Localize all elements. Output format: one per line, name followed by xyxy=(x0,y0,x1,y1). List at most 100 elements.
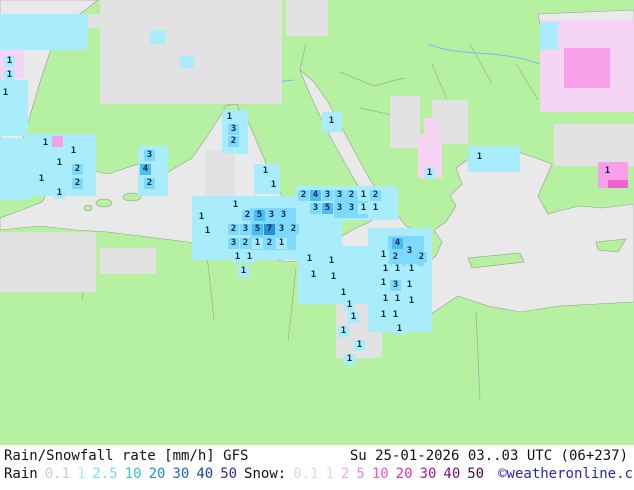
precip-cell: 3 xyxy=(310,203,321,214)
precip-cell: 1 xyxy=(392,264,403,275)
precip-cell: 4 xyxy=(392,238,403,249)
precip-cell: 1 xyxy=(378,278,389,289)
precip-cell: 1 xyxy=(244,252,255,263)
precip-cell: 1 xyxy=(268,180,279,191)
precip-cell: 1 xyxy=(358,203,369,214)
precip-cell: 1 xyxy=(54,158,65,169)
crete-island xyxy=(467,252,525,269)
precip-cell: 3 xyxy=(278,210,289,221)
precip-cell: 1 xyxy=(308,270,319,281)
rain-scale-value: 20 xyxy=(148,466,166,482)
precip-patch xyxy=(100,248,156,274)
snow-label: Snow: xyxy=(244,466,287,482)
precip-cell: 1 xyxy=(54,188,65,199)
precip-patch xyxy=(554,124,634,166)
precip-patch xyxy=(0,14,88,50)
precip-cell: 2 xyxy=(264,238,275,249)
precip-patch xyxy=(608,180,628,188)
precip-cell: 1 xyxy=(4,70,15,81)
rain-scale-value: 40 xyxy=(196,466,214,482)
precip-cell: 3 xyxy=(228,238,239,249)
precip-cell: 2 xyxy=(72,164,83,175)
precip-patch xyxy=(0,232,96,292)
snow-scale-value: 0.1 xyxy=(293,466,319,482)
precip-cell: 1 xyxy=(380,294,391,305)
precip-cell: 2 xyxy=(144,178,155,189)
precip-cell: 1 xyxy=(602,166,613,177)
snow-scale-value: 10 xyxy=(371,466,389,482)
snow-scale-value: 1 xyxy=(325,466,334,482)
precip-cell: 1 xyxy=(390,310,401,321)
precip-cell: 1 xyxy=(304,254,315,265)
precip-cell: 1 xyxy=(238,266,249,277)
legend-row-scales: Rain 0.1 1 2.5 10 20 30 40 50 Snow: 0.1 1 2 5 10 20 3… xyxy=(4,466,634,482)
precip-cell: 3 xyxy=(390,280,401,291)
precip-cell: 3 xyxy=(322,190,333,201)
precip-cell: 1 xyxy=(252,238,263,249)
precip-cell: 3 xyxy=(334,190,345,201)
precip-cell: 2 xyxy=(72,178,83,189)
precip-cell: 1 xyxy=(392,294,403,305)
precip-cell: 1 xyxy=(378,250,389,261)
precip-cell: 1 xyxy=(326,256,337,267)
precip-cell: 1 xyxy=(328,272,339,283)
precip-cell: 2 xyxy=(346,190,357,201)
precip-cell: 3 xyxy=(346,203,357,214)
precip-cell: 2 xyxy=(288,224,299,235)
precip-cell: 4 xyxy=(140,164,151,175)
precip-cell: 5 xyxy=(322,203,333,214)
precip-cell: 1 xyxy=(68,146,79,157)
precip-cell: 3 xyxy=(240,224,251,235)
rain-label: Rain xyxy=(4,466,38,482)
precip-patch xyxy=(424,118,438,136)
precip-cell: 1 xyxy=(260,166,271,177)
precip-cell: 3 xyxy=(228,124,239,135)
precip-cell: 1 xyxy=(202,226,213,237)
rain-scale-value: 1 xyxy=(77,466,86,482)
precip-cell: 2 xyxy=(228,224,239,235)
map-datetime: Su 25-01-2026 03..03 UTC (06+237) xyxy=(349,448,628,464)
precip-cell: 1 xyxy=(348,312,359,323)
precip-cell: 1 xyxy=(406,296,417,307)
snow-scale-value: 40 xyxy=(443,466,461,482)
rain-scale-value: 50 xyxy=(220,466,238,482)
precip-cell: 1 xyxy=(230,200,241,211)
precip-cell: 2 xyxy=(390,252,401,263)
rain-scale-value: 0.1 xyxy=(44,466,71,482)
rain-scale-value: 2.5 xyxy=(92,466,118,482)
precip-cell: 3 xyxy=(404,246,415,257)
danube-river xyxy=(427,43,541,65)
precip-cell: 1 xyxy=(404,280,415,291)
precip-cell: 1 xyxy=(232,252,243,263)
copyright-link[interactable]: ©weatheronline.co.uk xyxy=(498,466,634,482)
precip-patch xyxy=(0,138,30,200)
snow-scale: 0.1 1 2 5 10 20 30 40 50 xyxy=(293,466,484,482)
precip-cell: 4 xyxy=(310,190,321,201)
precip-cell: 1 xyxy=(380,264,391,275)
precip-cell: 1 xyxy=(474,152,485,163)
precip-cell: 1 xyxy=(0,88,11,99)
precip-cell: 5 xyxy=(252,224,263,235)
legend-row-top: Rain/Snowfall rate [mm/h] GFS Su 25-01-2… xyxy=(4,448,628,464)
ibiza-island xyxy=(83,204,93,212)
precip-cell: 1 xyxy=(344,354,355,365)
precip-cell: 3 xyxy=(266,210,277,221)
precip-cell: 1 xyxy=(326,116,337,127)
precip-cell: 2 xyxy=(298,190,309,201)
precip-cell: 2 xyxy=(228,136,239,147)
snow-scale-value: 5 xyxy=(356,466,365,482)
precip-cell: 1 xyxy=(40,138,51,149)
precip-cell: 1 xyxy=(224,112,235,123)
precip-cell: 2 xyxy=(240,238,251,249)
precip-cell: 7 xyxy=(264,224,275,235)
rain-scale: 0.1 1 2.5 10 20 30 40 50 xyxy=(45,466,237,482)
precip-cell: 1 xyxy=(276,238,287,249)
cyprus-island xyxy=(595,238,627,253)
precip-cell: 1 xyxy=(394,324,405,335)
mallorca-island xyxy=(95,198,113,208)
precip-cell: 2 xyxy=(416,252,427,263)
precip-cell: 1 xyxy=(354,340,365,351)
precip-patch xyxy=(100,0,282,104)
